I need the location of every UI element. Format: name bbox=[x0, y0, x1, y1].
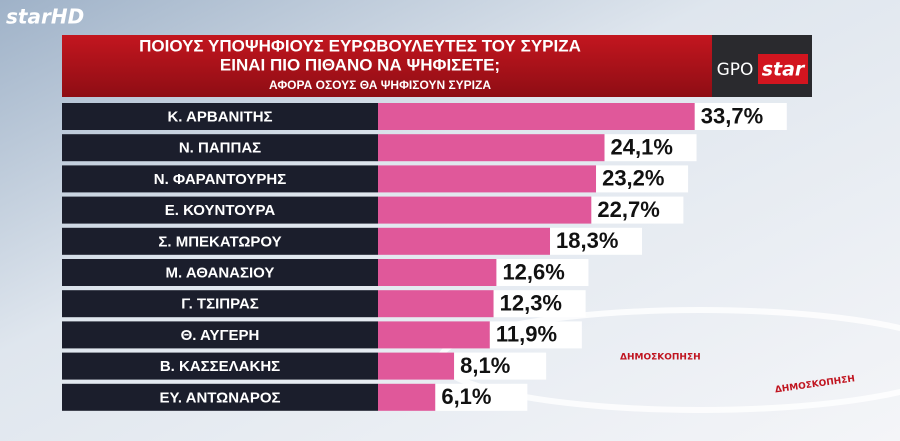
value-label: 23,2% bbox=[602, 166, 664, 191]
value-box bbox=[493, 290, 586, 318]
value-label: 12,6% bbox=[502, 259, 564, 284]
category-label: Ε. ΚΟΥΝΤΟΥΡΑ bbox=[165, 202, 276, 219]
bar bbox=[378, 134, 605, 162]
value-box bbox=[489, 321, 582, 349]
category-label: Σ. ΜΠΕΚΑΤΩΡΟΥ bbox=[158, 233, 281, 250]
bar bbox=[378, 383, 436, 411]
poll-logo-right: star bbox=[762, 59, 806, 81]
bar bbox=[378, 321, 490, 349]
name-cell bbox=[62, 259, 378, 286]
value-label: 24,1% bbox=[611, 135, 673, 160]
value-label: 33,7% bbox=[701, 103, 763, 128]
chart-subtitle: ΑΦΟΡΑ ΟΣΟΥΣ ΘΑ ΨΗΦΙΣΟΥΝ ΣΥΡΙΖΑ bbox=[269, 78, 491, 92]
name-cell bbox=[62, 103, 378, 130]
value-label: 12,3% bbox=[500, 291, 562, 316]
name-cell bbox=[62, 321, 378, 349]
bar bbox=[378, 259, 497, 286]
bar bbox=[378, 196, 592, 224]
name-cell bbox=[62, 196, 378, 224]
name-cell bbox=[62, 165, 378, 193]
bar bbox=[378, 103, 695, 130]
name-cell bbox=[62, 227, 378, 255]
name-cell bbox=[62, 290, 378, 318]
category-label: ΕΥ. ΑΝΤΩΝΑΡΟΣ bbox=[159, 389, 280, 406]
category-label: Ν. ΠΑΠΠΑΣ bbox=[179, 140, 261, 157]
value-box bbox=[596, 165, 689, 193]
chart-title: ΠΟΙΟΥΣ ΥΠΟΨΗΦΙΟΥΣ ΕΥΡΩΒΟΥΛΕΥΤΕΣ ΤΟΥ ΣΥΡΙ… bbox=[139, 36, 581, 55]
channel-logo: starHD bbox=[6, 5, 84, 29]
value-box bbox=[435, 383, 528, 411]
value-label: 11,9% bbox=[496, 322, 557, 347]
watermark: ΔΗΜΟΣΚΟΠΗΣΗ bbox=[620, 353, 701, 363]
value-box bbox=[496, 259, 589, 286]
poll-logo-left: GPO bbox=[717, 60, 754, 80]
name-cell bbox=[62, 352, 378, 380]
bar bbox=[378, 290, 494, 318]
value-label: 22,7% bbox=[597, 197, 659, 222]
value-box bbox=[550, 227, 643, 255]
value-label: 6,1% bbox=[441, 384, 491, 409]
value-box bbox=[604, 134, 697, 162]
bar bbox=[378, 352, 455, 380]
name-cell bbox=[62, 383, 378, 411]
value-box bbox=[454, 352, 547, 380]
logo-red bbox=[758, 54, 808, 84]
name-cell bbox=[62, 134, 378, 162]
bar bbox=[378, 227, 551, 255]
category-label: Ν. ΦΑΡΑΝΤΟΥΡΗΣ bbox=[154, 171, 286, 188]
value-label: 8,1% bbox=[460, 353, 510, 378]
value-box bbox=[694, 103, 787, 130]
category-label: Γ. ΤΣΙΠΡΑΣ bbox=[181, 296, 259, 313]
category-label: Μ. ΑΘΑΝΑΣΙΟΥ bbox=[166, 264, 275, 281]
category-label: Κ. ΑΡΒΑΝΙΤΗΣ bbox=[167, 108, 272, 125]
value-label: 18,3% bbox=[556, 228, 618, 253]
category-label: Β. ΚΑΣΣΕΛΑΚΗΣ bbox=[160, 358, 280, 375]
chart-title: ΕΙΝΑΙ ΠΙΟ ΠΙΘΑΝΟ ΝΑ ΨΗΦΙΣΕΤΕ; bbox=[220, 55, 500, 74]
category-label: Θ. ΑΥΓΕΡΗ bbox=[181, 327, 260, 344]
value-box bbox=[591, 196, 684, 224]
title-box bbox=[62, 35, 712, 97]
bar bbox=[378, 165, 597, 193]
